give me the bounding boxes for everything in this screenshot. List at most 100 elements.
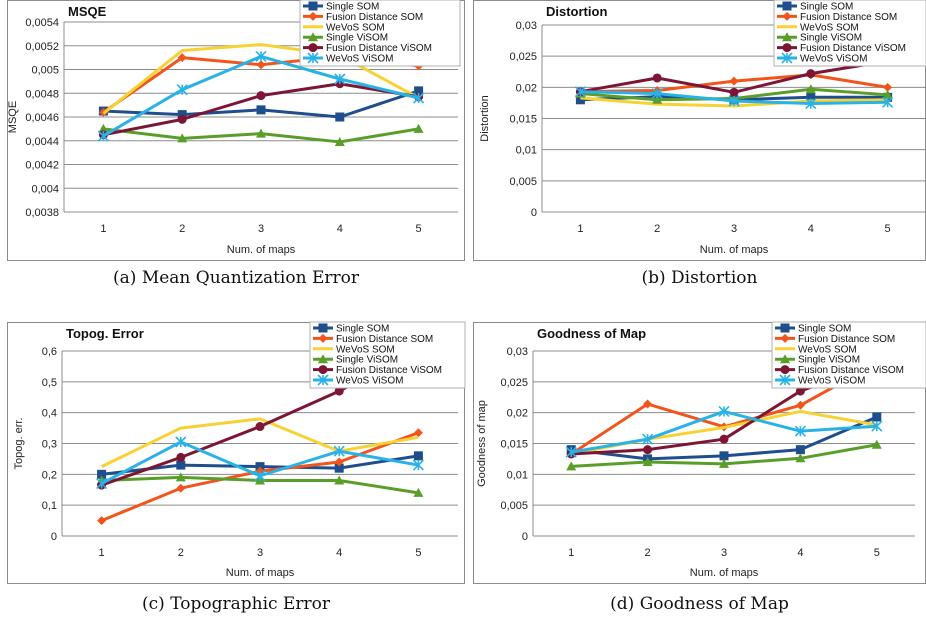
series-line-wevos-som bbox=[102, 43, 420, 115]
x-tick-label: 1 bbox=[99, 547, 105, 559]
x-axis-label: Num. of maps bbox=[700, 244, 769, 256]
data-point-fusion-distance-som bbox=[176, 483, 186, 493]
legend-marker-single-visom bbox=[308, 32, 318, 42]
chart-topog-error: 0,6 0,5 0,4 0,3 0,2 0,1 0 1 2 3 4 5 Topog. Error Num.… bbox=[7, 321, 466, 584]
data-point-fusion-distance-visom bbox=[652, 73, 662, 83]
y-tick-label: 0,4 bbox=[42, 408, 57, 420]
legend-item-wevos-som: WeVoS SOM bbox=[775, 344, 857, 355]
legend-marker-fusion-distance-som bbox=[782, 11, 792, 21]
data-point-wevos-visom bbox=[96, 478, 108, 490]
data-point-fusion-distance-visom bbox=[719, 434, 729, 444]
data-point-wevos-visom bbox=[413, 92, 425, 104]
y-tick-label: 0,0044 bbox=[25, 136, 59, 148]
y-tick-label: 0,2 bbox=[42, 469, 57, 481]
x-tick-label: 2 bbox=[178, 547, 184, 559]
x-tick-label: 4 bbox=[337, 223, 343, 235]
data-point-fusion-distance-som bbox=[97, 516, 107, 526]
data-point-single-visom bbox=[882, 89, 893, 99]
x-tick-label: 3 bbox=[257, 547, 263, 559]
legend-label-single-som: Single SOM bbox=[798, 324, 851, 335]
y-tick-label: 0,0048 bbox=[25, 88, 59, 100]
legend-marker-single-som bbox=[308, 1, 318, 11]
data-point-wevos-visom bbox=[642, 433, 654, 445]
data-point-single-visom bbox=[805, 84, 816, 94]
x-tick-label: 2 bbox=[645, 547, 651, 559]
data-point-wevos-visom bbox=[254, 470, 266, 482]
y-tick-label: 0,01 bbox=[516, 145, 537, 157]
legend-label-fusion-distance-visom: Fusion Distance ViSOM bbox=[798, 365, 904, 376]
data-point-wevos-visom bbox=[574, 86, 586, 98]
data-point-fusion-distance-visom bbox=[255, 422, 265, 432]
legend-item-fusion-distance-visom: Fusion Distance ViSOM bbox=[313, 365, 442, 376]
data-point-single-som bbox=[335, 112, 345, 122]
data-point-fusion-distance-som bbox=[413, 428, 423, 438]
x-tick-label: 3 bbox=[258, 223, 264, 235]
y-tick-label: 0,5 bbox=[42, 377, 57, 389]
legend-box bbox=[773, 0, 926, 67]
y-tick-label: 0,005 bbox=[500, 500, 528, 512]
data-point-fusion-distance-som bbox=[256, 60, 266, 70]
data-point-fusion-distance-visom bbox=[334, 386, 344, 396]
caption-topog-error: (c) Topographic Error bbox=[142, 594, 330, 614]
series-wevos-visom bbox=[574, 86, 894, 110]
legend-box bbox=[299, 0, 461, 67]
y-tick-label: 0,03 bbox=[516, 20, 537, 32]
data-point-wevos-visom bbox=[255, 50, 267, 63]
data-point-fusion-distance-som bbox=[883, 82, 893, 92]
data-point-wevos-visom bbox=[175, 436, 187, 448]
x-axis-label: Num. of maps bbox=[227, 244, 296, 256]
series-single-visom bbox=[98, 123, 424, 146]
data-point-single-visom bbox=[256, 128, 266, 138]
legend-marker-single-som bbox=[318, 323, 328, 333]
data-point-wevos-visom bbox=[651, 88, 663, 100]
caption-goodness-of-map: (d) Goodness of Map bbox=[610, 594, 789, 614]
x-tick-label: 5 bbox=[874, 547, 880, 559]
series-wevos-visom bbox=[96, 436, 424, 490]
legend-box bbox=[309, 321, 466, 389]
data-point-single-som bbox=[872, 412, 882, 422]
legend-label-wevos-som: WeVoS SOM bbox=[800, 22, 859, 33]
data-point-single-som bbox=[256, 105, 266, 115]
y-tick-label: 0,02 bbox=[507, 408, 528, 420]
chart-panel-topog-error: 0,6 0,5 0,4 0,3 0,2 0,1 0 1 2 3 4 5 Topog. Error Num.… bbox=[7, 321, 466, 584]
y-tick-label: 0,03 bbox=[507, 346, 528, 358]
chart-title: Distortion bbox=[546, 4, 607, 19]
data-point-single-som bbox=[176, 460, 186, 470]
x-tick-label: 1 bbox=[100, 223, 106, 235]
legend-label-single-visom: Single ViSOM bbox=[798, 355, 860, 366]
x-tick-label: 1 bbox=[568, 547, 574, 559]
y-tick-label: 0,015 bbox=[500, 439, 528, 451]
data-point-fusion-distance-visom bbox=[176, 452, 186, 462]
data-point-single-som bbox=[575, 95, 585, 105]
legend-label-fusion-distance-som: Fusion Distance SOM bbox=[798, 334, 895, 345]
y-tick-label: 0,1 bbox=[42, 500, 57, 512]
legend-marker-fusion-distance-visom bbox=[308, 43, 318, 53]
legend-label-fusion-distance-visom: Fusion Distance ViSOM bbox=[336, 365, 442, 376]
y-tick-label: 0,004 bbox=[31, 183, 59, 195]
data-point-single-som bbox=[177, 110, 187, 120]
legend-item-wevos-som: WeVoS SOM bbox=[313, 344, 395, 355]
data-point-single-visom bbox=[642, 457, 653, 466]
x-tick-label: 5 bbox=[416, 223, 422, 235]
legend-marker-fusion-distance-visom bbox=[780, 365, 790, 375]
data-point-wevos-visom bbox=[412, 459, 424, 471]
y-tick-label: 0,0054 bbox=[25, 17, 59, 29]
data-point-single-visom bbox=[334, 475, 345, 485]
legend-box bbox=[771, 321, 926, 389]
legend-label-fusion-distance-som: Fusion Distance SOM bbox=[800, 12, 897, 23]
data-point-single-visom bbox=[177, 133, 188, 143]
legend-label-wevos-visom: WeVoS ViSOM bbox=[326, 54, 393, 65]
y-tick-label: 0 bbox=[531, 207, 537, 219]
data-point-single-visom bbox=[795, 453, 806, 463]
data-point-single-visom bbox=[566, 461, 577, 471]
legend-label-fusion-distance-som: Fusion Distance SOM bbox=[336, 334, 433, 345]
legend-item-single-visom: Single ViSOM bbox=[777, 32, 862, 44]
legend-item-wevos-som: WeVoS SOM bbox=[303, 22, 385, 33]
data-point-single-som bbox=[806, 92, 816, 102]
legend-marker-single-visom bbox=[780, 354, 790, 364]
data-point-single-visom bbox=[413, 487, 424, 497]
legend-marker-single-som bbox=[782, 1, 792, 11]
legend-label-fusion-distance-visom: Fusion Distance ViSOM bbox=[800, 43, 906, 54]
